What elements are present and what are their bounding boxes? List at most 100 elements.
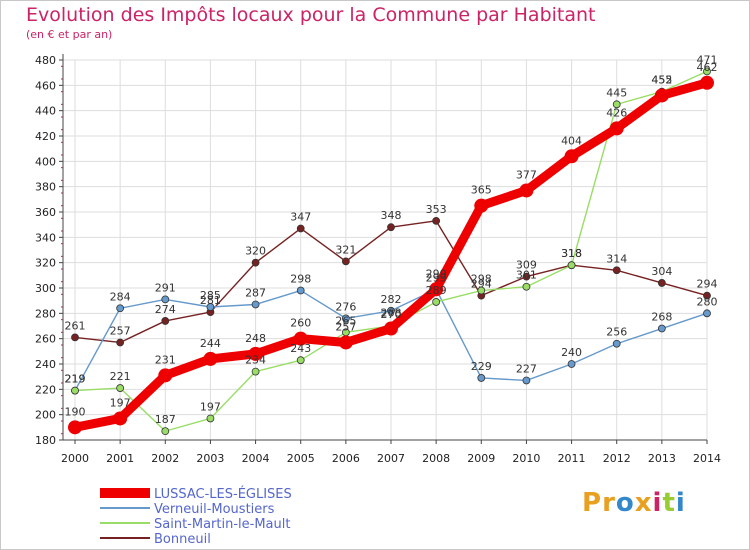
- data-label-2: 265: [335, 314, 356, 327]
- data-point-1: [522, 376, 531, 385]
- data-label-1: 298: [290, 273, 311, 286]
- data-point-2: [71, 386, 79, 395]
- data-label-3: 314: [606, 252, 627, 265]
- data-point-1: [657, 324, 666, 333]
- y-tick-label: 320: [35, 257, 56, 270]
- data-label-1: 280: [697, 295, 718, 308]
- data-label-2: 221: [110, 370, 131, 383]
- data-label-2: 301: [516, 269, 537, 282]
- x-tick-label: 2011: [558, 452, 586, 465]
- data-label-0: 268: [381, 307, 402, 320]
- data-point-2: [432, 298, 441, 306]
- logo-letter: o: [615, 488, 635, 518]
- data-label-1: 240: [561, 346, 582, 359]
- data-label-1: 299: [426, 271, 447, 284]
- data-label-0: 244: [200, 337, 221, 350]
- data-point-3: [71, 333, 79, 342]
- data-point-2: [116, 384, 125, 392]
- data-point-2: [161, 427, 170, 436]
- data-label-3: 281: [200, 294, 221, 307]
- data-point-1: [206, 303, 215, 311]
- data-point-3: [116, 338, 125, 347]
- x-tick-label: 2010: [512, 452, 540, 465]
- data-label-0: 426: [606, 106, 627, 119]
- data-label-0: 299: [426, 267, 447, 280]
- data-point-3: [612, 266, 621, 275]
- legend-label-2: Saint-Martin-le-Mault: [154, 517, 290, 532]
- data-point-0: [158, 368, 173, 383]
- data-point-0: [338, 335, 353, 350]
- data-point-1: [296, 286, 305, 295]
- x-tick-label: 2009: [467, 452, 495, 465]
- data-label-3: 274: [155, 303, 176, 316]
- x-tick-label: 2004: [242, 452, 270, 465]
- data-label-3: 320: [245, 245, 266, 258]
- data-label-3: 318: [561, 247, 582, 260]
- data-label-1: 229: [471, 360, 492, 373]
- data-point-3: [432, 216, 441, 225]
- data-label-0: 462: [697, 61, 718, 74]
- data-point-2: [567, 261, 576, 270]
- legend-label-0: LUSSAC-LES-ÉGLISES: [154, 486, 292, 502]
- data-label-2: 455: [651, 74, 672, 87]
- logo-letter: i: [652, 488, 663, 518]
- data-point-0: [654, 88, 669, 103]
- data-label-3: 321: [335, 243, 356, 256]
- data-point-1: [161, 295, 170, 304]
- data-point-1: [341, 314, 350, 323]
- data-point-1: [116, 304, 125, 313]
- data-label-2: 187: [155, 413, 176, 426]
- legend: LUSSAC-LES-ÉGLISESVerneuil-MoustiersSain…: [100, 486, 292, 547]
- data-label-3: 304: [651, 265, 672, 278]
- y-tick-label: 260: [35, 333, 56, 346]
- logo-letter: x: [634, 488, 653, 518]
- chart-subtitle: (en € et par an): [26, 28, 113, 41]
- data-point-0: [474, 198, 489, 213]
- chart-title: Evolution des Impôts locaux pour la Comm…: [26, 4, 596, 26]
- data-point-1: [612, 339, 621, 348]
- data-label-2: 298: [471, 273, 492, 286]
- data-label-0: 404: [561, 134, 582, 147]
- data-point-3: [251, 258, 260, 267]
- data-label-2: 197: [200, 400, 221, 413]
- data-label-1: 284: [110, 290, 131, 303]
- x-tick-label: 2005: [287, 452, 315, 465]
- data-label-0: 365: [471, 184, 492, 197]
- x-tick-label: 2014: [693, 452, 721, 465]
- data-point-1: [477, 374, 486, 382]
- x-tick-label: 2003: [196, 452, 224, 465]
- data-label-3: 294: [471, 278, 492, 291]
- logo-letter: t: [662, 488, 676, 518]
- data-point-1: [703, 309, 711, 318]
- data-point-3: [161, 317, 170, 325]
- y-tick-label: 220: [35, 383, 56, 396]
- data-point-2: [703, 67, 711, 76]
- proxiti-logo: Proxiti: [582, 488, 686, 518]
- y-tick-label: 400: [35, 155, 56, 168]
- data-point-1: [251, 300, 260, 309]
- data-label-1: 287: [245, 286, 266, 299]
- data-label-0: 197: [110, 396, 131, 409]
- data-point-0: [293, 331, 308, 346]
- data-label-0: 260: [290, 317, 311, 330]
- data-label-0: 190: [65, 405, 86, 418]
- data-label-2: 318: [561, 247, 582, 260]
- data-label-2: 471: [697, 53, 718, 66]
- data-label-1: 268: [651, 311, 672, 324]
- x-tick-label: 2002: [151, 452, 179, 465]
- data-label-2: 234: [245, 354, 266, 367]
- data-labels: 261 257 274 281 320 347 321 348 353 294 309 318 314 3…: [65, 53, 718, 426]
- x-tick-label: 2012: [603, 452, 631, 465]
- logo-letter: r: [602, 488, 616, 518]
- logo-letter: P: [582, 488, 603, 518]
- data-label-0: 257: [335, 320, 356, 333]
- data-point-0: [429, 282, 444, 297]
- y-tick-label: 480: [35, 54, 56, 67]
- data-label-3: 347: [290, 210, 311, 223]
- series-group: [68, 67, 714, 436]
- data-label-3: 257: [110, 324, 131, 337]
- data-point-0: [203, 351, 218, 366]
- x-tick-label: 2000: [61, 452, 89, 465]
- data-label-3: 294: [697, 278, 718, 291]
